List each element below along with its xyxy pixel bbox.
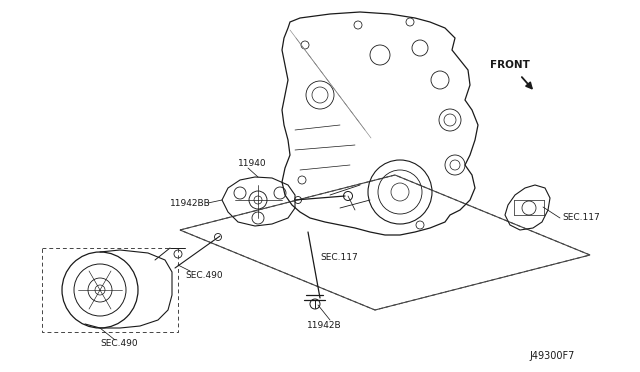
Text: 11940: 11940 bbox=[238, 158, 267, 167]
Text: J49300F7: J49300F7 bbox=[530, 351, 575, 361]
Text: SEC.117: SEC.117 bbox=[320, 253, 358, 263]
Text: SEC.490: SEC.490 bbox=[185, 270, 223, 279]
Text: 11942BB: 11942BB bbox=[170, 199, 211, 208]
Text: SEC.117: SEC.117 bbox=[562, 214, 600, 222]
Text: 11942B: 11942B bbox=[307, 321, 342, 330]
Text: FRONT: FRONT bbox=[490, 60, 530, 70]
Text: SEC.490: SEC.490 bbox=[100, 340, 138, 349]
